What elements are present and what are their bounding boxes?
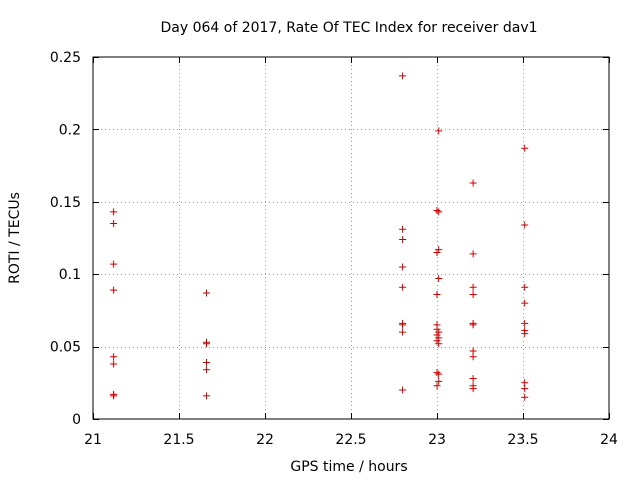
data-point — [110, 286, 118, 294]
y-tick-label: 0.1 — [59, 267, 81, 283]
data-point — [433, 248, 441, 256]
data-point — [433, 369, 441, 377]
y-tick-label: 0 — [72, 412, 81, 428]
x-tick-label: 24 — [600, 432, 618, 448]
data-point — [435, 127, 443, 135]
data-point — [433, 206, 441, 214]
x-tick-label: 23 — [428, 432, 446, 448]
data-point — [521, 299, 529, 307]
y-tick-label: 0.2 — [59, 122, 81, 138]
x-tick-label: 21.5 — [163, 432, 194, 448]
data-point — [399, 225, 407, 233]
data-point — [521, 385, 529, 393]
x-tick-label: 22 — [256, 432, 274, 448]
data-point — [399, 263, 407, 271]
y-tick-label: 0.25 — [50, 50, 81, 66]
data-point — [521, 283, 529, 291]
data-point — [203, 392, 211, 400]
data-point — [435, 246, 443, 254]
grid-lines — [93, 57, 609, 419]
data-points — [110, 72, 529, 401]
data-point — [399, 283, 407, 291]
data-point — [433, 337, 441, 345]
data-point — [469, 353, 477, 361]
data-point — [399, 235, 407, 243]
data-point — [110, 220, 118, 228]
data-point — [435, 275, 443, 283]
data-point — [469, 179, 477, 187]
data-point — [399, 321, 407, 329]
x-tick-label: 22.5 — [335, 432, 366, 448]
y-tick-label: 0.15 — [50, 195, 81, 211]
data-point — [399, 386, 407, 394]
data-point — [433, 382, 441, 390]
data-point — [203, 340, 211, 348]
x-tick-labels: 21 21.5 22 22.5 23 23.5 24 — [84, 432, 618, 448]
data-point — [399, 328, 407, 336]
data-point — [399, 72, 407, 80]
x-tick-label: 21 — [84, 432, 102, 448]
chart-title: Day 064 of 2017, Rate Of TEC Index for r… — [160, 20, 537, 36]
data-point — [521, 330, 529, 338]
data-point — [435, 208, 443, 216]
data-point — [203, 289, 211, 297]
data-point — [521, 319, 529, 327]
data-point — [110, 208, 118, 216]
x-axis-label: GPS time / hours — [290, 459, 407, 475]
x-tick-label: 23.5 — [507, 432, 538, 448]
data-point — [110, 392, 118, 400]
data-point — [433, 290, 441, 298]
data-point — [203, 359, 211, 367]
data-point — [435, 340, 443, 348]
data-point — [469, 385, 477, 393]
data-point — [469, 283, 477, 291]
data-point — [435, 377, 443, 385]
data-point — [110, 260, 118, 268]
data-point — [110, 360, 118, 368]
plot-frame — [92, 56, 610, 420]
data-point — [521, 393, 529, 401]
data-point — [435, 370, 443, 378]
data-point — [110, 353, 118, 361]
y-tick-labels: 0 0.05 0.1 0.15 0.2 0.25 — [50, 50, 81, 428]
data-point — [469, 321, 477, 329]
data-point — [469, 250, 477, 258]
data-point — [469, 290, 477, 298]
data-point — [203, 366, 211, 374]
data-point — [469, 374, 477, 382]
data-point — [521, 221, 529, 229]
y-tick-label: 0.05 — [50, 340, 81, 356]
y-axis-label: ROTI / TECUs — [7, 192, 23, 284]
data-point — [521, 144, 529, 152]
